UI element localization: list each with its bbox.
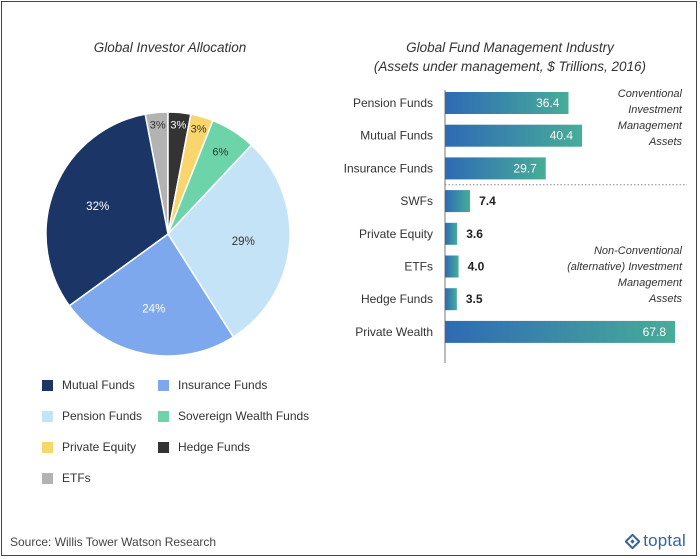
legend-swatch [158, 441, 169, 453]
bar-value-private-equity: 3.6 [466, 227, 483, 241]
legend-swatch [42, 410, 53, 422]
group-annotation-line: Management [618, 120, 683, 132]
bar-private-wealth [445, 320, 675, 343]
legend-item-private-equity: Private Equity [42, 440, 136, 454]
pie-slice-pension-funds [167, 144, 291, 339]
legend-swatch [42, 472, 53, 484]
bar-chart-title-block: Global Fund Management Industry (Assets … [340, 38, 680, 76]
bar-category-etfs: ETFs [404, 260, 433, 274]
pie-slice-insurance-funds [68, 232, 235, 357]
bar-swfs [445, 190, 471, 213]
legend-label: ETFs [62, 471, 91, 485]
bar-etfs [445, 255, 459, 278]
bar-value-etfs: 4.0 [468, 260, 485, 274]
bar-value-private-wealth: 67.8 [643, 325, 667, 339]
bar-category-insurance-funds: Insurance Funds [344, 161, 433, 175]
group-annotation-line: Management [618, 277, 683, 289]
bar-insurance-funds [445, 157, 546, 180]
bar-value-hedge-funds: 3.5 [466, 292, 483, 306]
pie-label-insurance-funds: 24% [142, 303, 165, 315]
legend-swatch [158, 410, 169, 422]
legend-label: Sovereign Wealth Funds [178, 409, 310, 423]
bar-value-swfs: 7.4 [479, 194, 496, 208]
bar-private-equity [445, 222, 458, 245]
group-annotation-line: Assets [648, 136, 683, 148]
toptal-logo-text: toptal [643, 531, 686, 550]
bar-category-private-equity: Private Equity [359, 227, 433, 241]
bar-mutual-funds [445, 124, 583, 147]
legend-item-mutual-funds: Mutual Funds [42, 378, 135, 392]
bar-hedge-funds [445, 288, 457, 311]
legend-item-sovereign-wealth-funds: Sovereign Wealth Funds [158, 409, 309, 423]
pie-slice-mutual-funds [45, 113, 169, 307]
legend-item-pension-funds: Pension Funds [42, 409, 142, 423]
pie-label-etfs: 3% [150, 120, 166, 132]
group-annotation-line: (alternative) Investment [567, 261, 683, 273]
legend-swatch [42, 379, 53, 391]
pie-chart: 3% 3% 3% 6% 29% 24% 32% [45, 111, 291, 357]
bar-chart: Pension Funds 36.4 Mutual Funds 40.4 Insuran… [344, 88, 687, 363]
legend-label: Private Equity [62, 440, 137, 454]
bar-category-mutual-funds: Mutual Funds [360, 129, 433, 143]
pie-label-private-equity: 3% [191, 124, 207, 136]
group-annotation-line: Conventional [618, 88, 683, 100]
source-note: Source: Willis Tower Watson Research [10, 535, 217, 549]
bar-value-pension-funds: 36.4 [536, 96, 560, 110]
pie-label-sovereign-wealth-funds: 6% [212, 147, 228, 159]
bar-category-pension-funds: Pension Funds [353, 96, 433, 110]
bar-value-insurance-funds: 29.7 [513, 161, 537, 175]
bar-chart-subtitle: (Assets under management, $ Trillions, 2… [373, 59, 647, 74]
legend-label: Insurance Funds [178, 378, 268, 392]
toptal-logo: toptal [625, 531, 686, 551]
legend-swatch [42, 441, 53, 453]
bar-category-swfs: SWFs [400, 194, 433, 208]
group-annotation-line: Investment [628, 104, 683, 116]
toptal-logo-icon [625, 533, 641, 549]
legend-item-etfs: ETFs [42, 471, 91, 485]
bar-value-mutual-funds: 40.4 [550, 129, 574, 143]
legend-swatch [158, 379, 169, 391]
pie-label-mutual-funds: 32% [86, 201, 109, 213]
pie-label-hedge-funds: 3% [170, 120, 186, 132]
pie-legend: Mutual Funds Insurance Funds Pension Funds… [38, 378, 338, 508]
pie-label-pension-funds: 29% [232, 236, 255, 248]
legend-item-insurance-funds: Insurance Funds [158, 378, 267, 392]
bar-category-private-wealth: Private Wealth [355, 325, 433, 339]
pie-chart-title: Global Investor Allocation [93, 40, 247, 55]
legend-label: Hedge Funds [178, 440, 251, 454]
group-annotation-line: Assets [648, 293, 683, 305]
bar-chart-title: Global Fund Management Industry [406, 40, 614, 55]
legend-label: Pension Funds [62, 409, 143, 423]
legend-label: Mutual Funds [62, 378, 135, 392]
bar-pension-funds [445, 92, 569, 114]
bar-category-hedge-funds: Hedge Funds [361, 292, 433, 306]
group-annotation-line: Non-Conventional [594, 245, 683, 257]
legend-item-hedge-funds: Hedge Funds [158, 440, 250, 454]
